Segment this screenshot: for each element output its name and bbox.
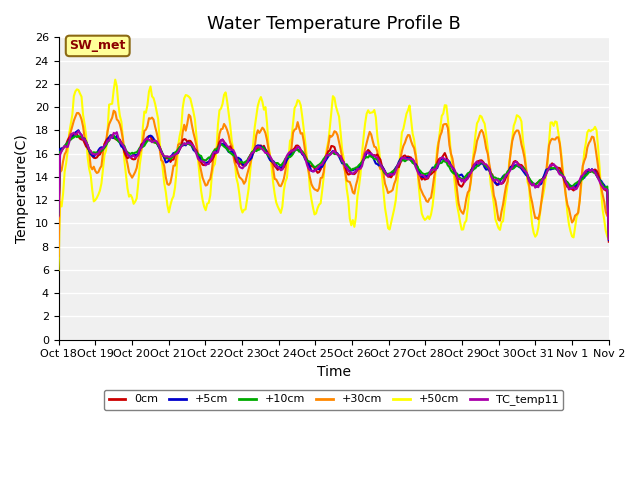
Line: +10cm: +10cm	[58, 135, 609, 237]
+30cm	[248, 155, 255, 161]
TC_temp11	[54, 214, 62, 219]
Legend: 0cm, +5cm, +10cm, +30cm, +50cm, TC_temp11: 0cm, +5cm, +10cm, +30cm, +50cm, TC_temp1…	[104, 390, 563, 410]
+30cm	[220, 121, 228, 127]
TC_temp11	[239, 166, 246, 171]
+30cm	[605, 215, 612, 220]
0cm	[605, 239, 612, 245]
+50cm	[576, 197, 584, 203]
+5cm	[124, 152, 131, 157]
TC_temp11	[248, 150, 255, 156]
+30cm	[124, 161, 131, 167]
TC_temp11	[605, 236, 612, 242]
+10cm	[110, 132, 118, 138]
TC_temp11	[576, 177, 584, 183]
+5cm	[54, 209, 62, 215]
0cm	[54, 212, 62, 218]
+50cm	[239, 210, 246, 216]
+50cm	[220, 92, 228, 97]
+5cm	[239, 161, 246, 167]
Line: +30cm: +30cm	[58, 111, 609, 256]
+30cm	[54, 253, 62, 259]
+10cm	[124, 149, 131, 155]
+30cm	[239, 177, 246, 183]
Line: +5cm: +5cm	[58, 130, 609, 240]
TC_temp11	[297, 147, 305, 153]
0cm	[72, 130, 79, 136]
+5cm	[248, 155, 255, 161]
+30cm	[297, 131, 305, 136]
TC_temp11	[75, 128, 83, 134]
+10cm	[239, 159, 246, 165]
+50cm	[54, 267, 62, 273]
+50cm	[605, 237, 612, 242]
0cm	[239, 163, 246, 168]
X-axis label: Time: Time	[317, 365, 351, 379]
+30cm	[576, 198, 584, 204]
+50cm	[111, 77, 119, 83]
+5cm	[220, 142, 228, 148]
+50cm	[248, 152, 255, 158]
+5cm	[297, 149, 305, 155]
+5cm	[75, 127, 83, 133]
Y-axis label: Temperature(C): Temperature(C)	[15, 134, 29, 243]
+10cm	[54, 212, 62, 217]
0cm	[124, 156, 131, 161]
+5cm	[576, 178, 584, 183]
+50cm	[297, 102, 305, 108]
0cm	[248, 151, 255, 156]
TC_temp11	[124, 151, 131, 156]
0cm	[297, 147, 305, 153]
Text: SW_met: SW_met	[70, 39, 126, 52]
TC_temp11	[220, 139, 228, 145]
Title: Water Temperature Profile B: Water Temperature Profile B	[207, 15, 461, 33]
0cm	[220, 139, 228, 144]
+10cm	[297, 149, 305, 155]
0cm	[576, 180, 584, 186]
+10cm	[220, 144, 228, 149]
Line: 0cm: 0cm	[58, 133, 609, 242]
Line: TC_temp11: TC_temp11	[58, 131, 609, 239]
+10cm	[605, 234, 612, 240]
+5cm	[605, 237, 612, 243]
+50cm	[124, 185, 131, 191]
Line: +50cm: +50cm	[58, 80, 609, 270]
+10cm	[248, 149, 255, 155]
+10cm	[576, 180, 584, 185]
+30cm	[110, 108, 118, 114]
